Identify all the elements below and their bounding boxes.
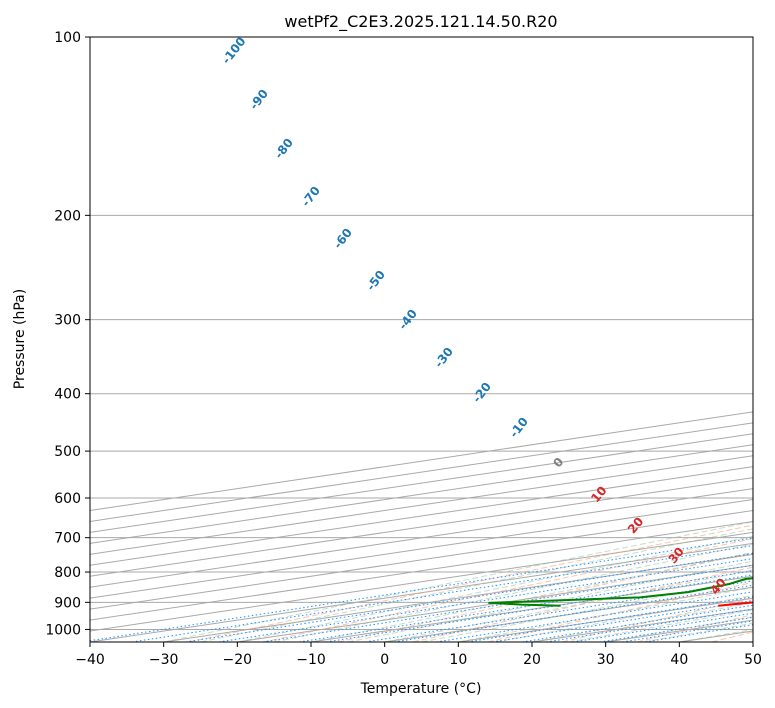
x-tick-label: 0 — [380, 652, 389, 668]
isotherm-line — [90, 466, 753, 566]
isotherm-line — [90, 433, 753, 533]
y-tick-label: 100 — [54, 30, 81, 46]
x-tick-label: −10 — [296, 652, 326, 668]
isotherm-line — [90, 455, 753, 555]
x-axis-label: Temperature (°C) — [360, 681, 482, 697]
isotherm-line — [679, 630, 753, 642]
isotherm-line — [90, 499, 753, 599]
moist-adiabat-line — [495, 594, 753, 642]
x-tick-label: 50 — [744, 652, 762, 668]
mixing-ratio-line — [218, 558, 753, 642]
y-tick-label: 800 — [54, 565, 81, 581]
y-tick-label: 300 — [54, 313, 81, 329]
dry-adiabat-line — [487, 581, 753, 642]
mixing-ratio-line — [90, 537, 753, 642]
x-tick-label: −20 — [223, 652, 253, 668]
dry-adiabat-line — [412, 566, 753, 642]
mixing-ratio-line — [645, 624, 753, 642]
y-tick-label: 500 — [54, 444, 81, 460]
isotherm-label: -100 — [219, 34, 249, 66]
x-tick-label: −30 — [149, 652, 179, 668]
axes: −40 −30 −20 −10 0 10 20 30 40 5010009008007006005… — [45, 30, 762, 668]
isotherm-label: -80 — [272, 136, 296, 162]
y-tick-label: 1000 — [45, 622, 81, 638]
mixing-ratio-line — [394, 584, 753, 642]
dry-adiabat-line — [562, 597, 753, 642]
isotherm-label: -50 — [364, 268, 388, 294]
chart-title: wetPf2_C2E3.2025.121.14.50.R20 — [284, 12, 557, 32]
isotherm-line — [310, 575, 753, 642]
x-tick-label: 40 — [670, 652, 688, 668]
y-tick-label: 400 — [54, 387, 81, 403]
moist-adiabat-line — [642, 622, 753, 642]
isotherm-line — [752, 641, 753, 642]
y-tick-label: 600 — [54, 491, 81, 507]
x-tick-label: 20 — [523, 652, 541, 668]
y-axis-label: Pressure (hPa) — [12, 289, 28, 389]
isotherm-label: -40 — [396, 307, 420, 333]
dry-adiabat-label: 30 — [666, 545, 687, 567]
mixing-ratio-line — [131, 545, 753, 642]
dry-adiabat-label: 0 — [550, 455, 566, 470]
plot-frame — [89, 36, 754, 643]
isotherm-line — [90, 422, 753, 522]
moist-adiabat-line — [458, 586, 753, 642]
isotherm-line — [90, 488, 753, 588]
dry-adiabat-line — [636, 614, 753, 642]
y-tick-label: 700 — [54, 531, 81, 547]
dry-adiabat-line — [263, 538, 753, 642]
isotherm-line — [237, 564, 753, 642]
line-labels: 0.10.20.40.611.5234681013162025303601020… — [219, 34, 729, 597]
x-tick-label: 10 — [449, 652, 467, 668]
y-tick-label: 900 — [54, 595, 81, 611]
isotherm-label: -70 — [299, 184, 323, 210]
mixing-ratio-line — [185, 553, 753, 642]
isotherm-label: -60 — [331, 226, 355, 252]
moist-adiabat-line — [531, 602, 753, 642]
dry-adiabat-line — [711, 631, 753, 642]
mixing-ratio-line — [436, 591, 753, 642]
moist-adiabat-line — [310, 551, 753, 642]
isotherm-label: -90 — [247, 87, 271, 113]
isotherm-line — [458, 597, 753, 642]
isotherm-label: -20 — [470, 380, 494, 406]
y-tick-label: 200 — [54, 208, 81, 224]
background-lines — [90, 214, 753, 642]
isotherm-line — [90, 531, 753, 632]
moist-adiabat-line — [347, 560, 753, 642]
moist-adiabat-line — [421, 578, 753, 642]
mixing-ratio-line — [492, 600, 753, 642]
x-tick-label: −40 — [75, 652, 105, 668]
x-tick-label: 30 — [597, 652, 615, 668]
mixing-ratio-line — [467, 596, 753, 642]
isotherm-line — [90, 520, 753, 621]
isotherm-line — [90, 477, 753, 577]
moist-adiabat-line — [163, 521, 753, 642]
isotherm-line — [90, 444, 753, 544]
isotherm-line — [531, 608, 753, 642]
isotherm-label: -30 — [432, 345, 456, 371]
temperature-line — [718, 601, 753, 607]
isotherm-line — [90, 411, 753, 512]
isotherm-line — [90, 509, 753, 610]
moist-adiabat-line — [679, 629, 753, 642]
moist-adiabat-line — [200, 528, 753, 642]
moist-adiabat-line — [237, 535, 753, 642]
mixing-ratio-line — [522, 604, 753, 642]
isotherm-label: -10 — [507, 415, 531, 441]
